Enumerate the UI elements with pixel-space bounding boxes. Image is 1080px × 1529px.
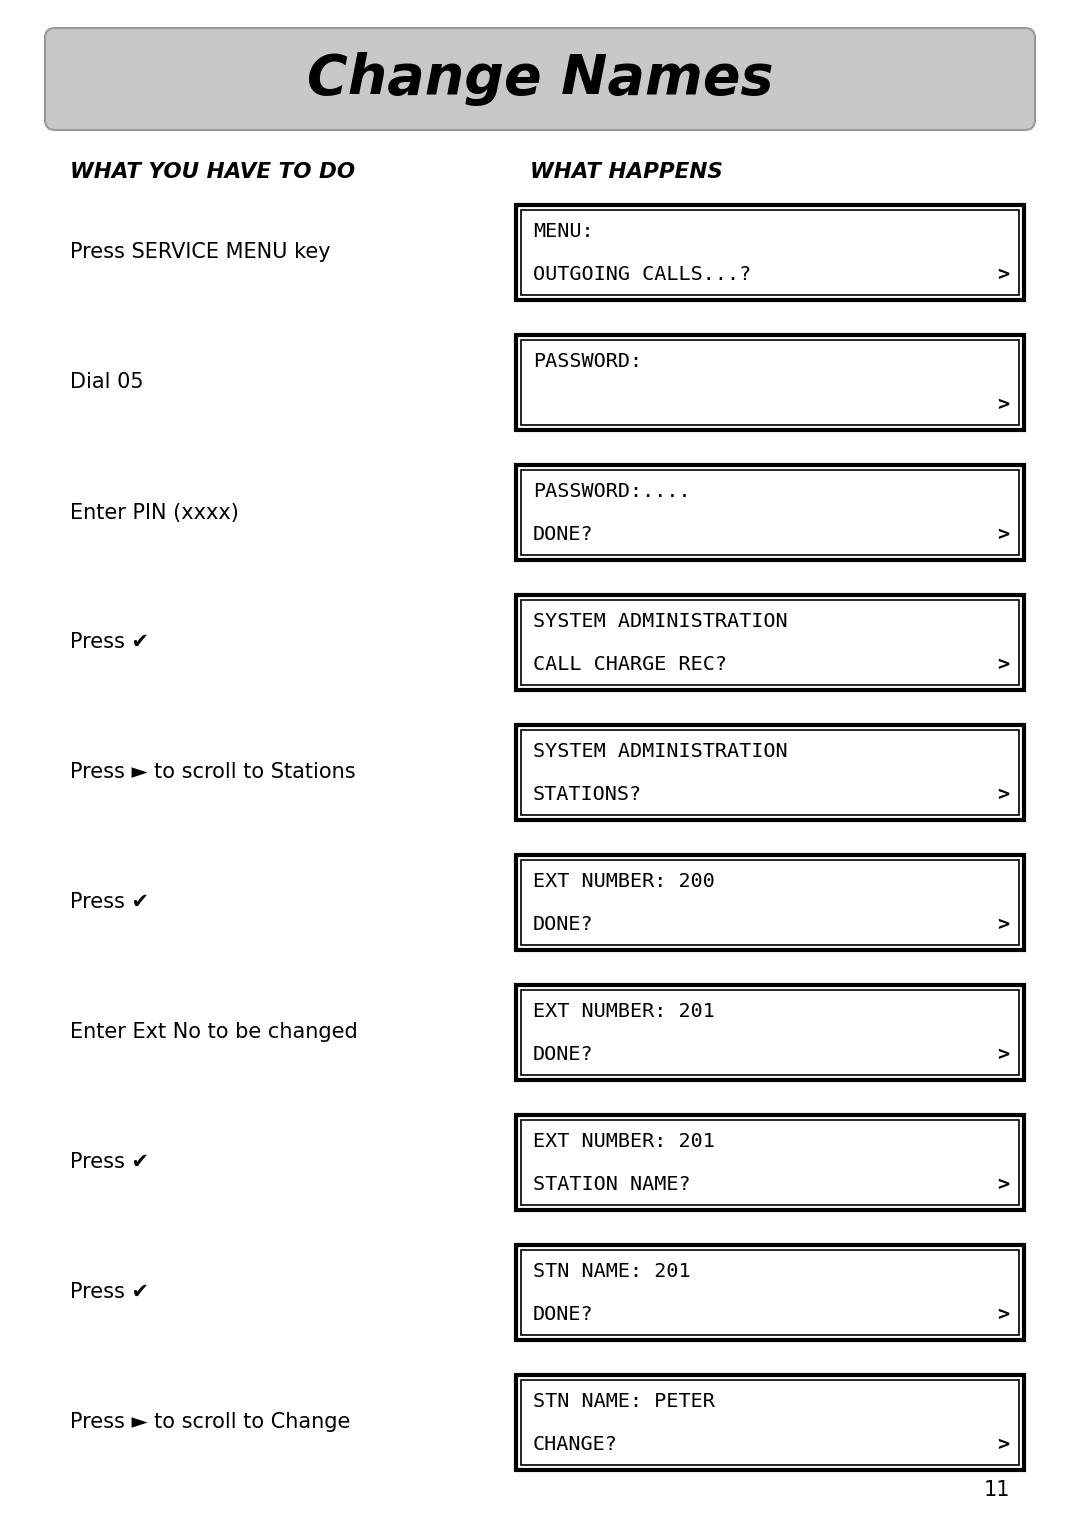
Text: STN NAME: PETER: STN NAME: PETER (534, 1391, 715, 1411)
Bar (521, 469, 1020, 555)
Text: >: > (997, 914, 1009, 934)
Text: PASSWORD:: PASSWORD: (534, 352, 643, 372)
Text: STATION NAME?: STATION NAME? (534, 1174, 690, 1194)
Text: OUTGOING CALLS...?: OUTGOING CALLS...? (534, 265, 752, 284)
Text: DONE?: DONE? (534, 914, 594, 934)
Text: DONE?: DONE? (534, 1304, 594, 1324)
Text: Press ✔: Press ✔ (70, 1153, 149, 1173)
Text: Press ✔: Press ✔ (70, 893, 149, 913)
Bar (521, 209, 1020, 295)
Bar (521, 599, 1020, 685)
Text: EXT NUMBER: 201: EXT NUMBER: 201 (534, 1131, 715, 1151)
Text: Enter Ext No to be changed: Enter Ext No to be changed (70, 1023, 357, 1043)
Text: CHANGE?: CHANGE? (534, 1436, 618, 1454)
Text: PASSWORD:....: PASSWORD:.... (534, 482, 690, 502)
Text: Enter PIN (xxxx): Enter PIN (xxxx) (70, 503, 239, 523)
Bar (516, 335, 1024, 430)
Text: Press ► to scroll to Stations: Press ► to scroll to Stations (70, 763, 355, 783)
Text: MENU:: MENU: (534, 222, 594, 242)
Bar (516, 595, 1024, 690)
Text: >: > (997, 1436, 1009, 1454)
Text: >: > (997, 1304, 1009, 1324)
Text: >: > (997, 784, 1009, 804)
Bar (516, 985, 1024, 1079)
Text: >: > (997, 394, 1009, 414)
Bar (521, 339, 1020, 425)
Bar (521, 1121, 1020, 1205)
Text: WHAT YOU HAVE TO DO: WHAT YOU HAVE TO DO (70, 162, 355, 182)
Bar (521, 989, 1020, 1075)
Text: DONE?: DONE? (534, 524, 594, 544)
Bar (521, 1251, 1020, 1335)
Text: SYSTEM ADMINISTRATION: SYSTEM ADMINISTRATION (534, 612, 787, 631)
Text: Press SERVICE MENU key: Press SERVICE MENU key (70, 243, 330, 263)
Text: Dial 05: Dial 05 (70, 373, 144, 393)
Text: >: > (997, 524, 1009, 544)
Text: STATIONS?: STATIONS? (534, 784, 643, 804)
Text: EXT NUMBER: 201: EXT NUMBER: 201 (534, 1001, 715, 1021)
Text: STN NAME: 201: STN NAME: 201 (534, 1261, 690, 1281)
Bar (521, 1381, 1020, 1465)
Bar (516, 855, 1024, 950)
Text: >: > (997, 1044, 1009, 1064)
Text: DONE?: DONE? (534, 1044, 594, 1064)
Bar (516, 205, 1024, 300)
Bar (521, 729, 1020, 815)
Text: CALL CHARGE REC?: CALL CHARGE REC? (534, 654, 727, 674)
Bar (516, 1115, 1024, 1209)
Text: >: > (997, 654, 1009, 674)
FancyBboxPatch shape (45, 28, 1035, 130)
Bar (516, 1375, 1024, 1469)
Text: 11: 11 (984, 1480, 1010, 1500)
Text: WHAT HAPPENS: WHAT HAPPENS (530, 162, 723, 182)
Bar (516, 725, 1024, 820)
Bar (516, 1245, 1024, 1339)
Text: >: > (997, 265, 1009, 284)
Bar (516, 465, 1024, 560)
Text: EXT NUMBER: 200: EXT NUMBER: 200 (534, 872, 715, 891)
Text: Change Names: Change Names (307, 52, 773, 106)
Text: Press ✔: Press ✔ (70, 633, 149, 653)
Text: >: > (997, 1174, 1009, 1194)
Text: SYSTEM ADMINISTRATION: SYSTEM ADMINISTRATION (534, 742, 787, 761)
Bar (521, 859, 1020, 945)
Text: Press ✔: Press ✔ (70, 1283, 149, 1303)
Text: Press ► to scroll to Change: Press ► to scroll to Change (70, 1413, 350, 1433)
